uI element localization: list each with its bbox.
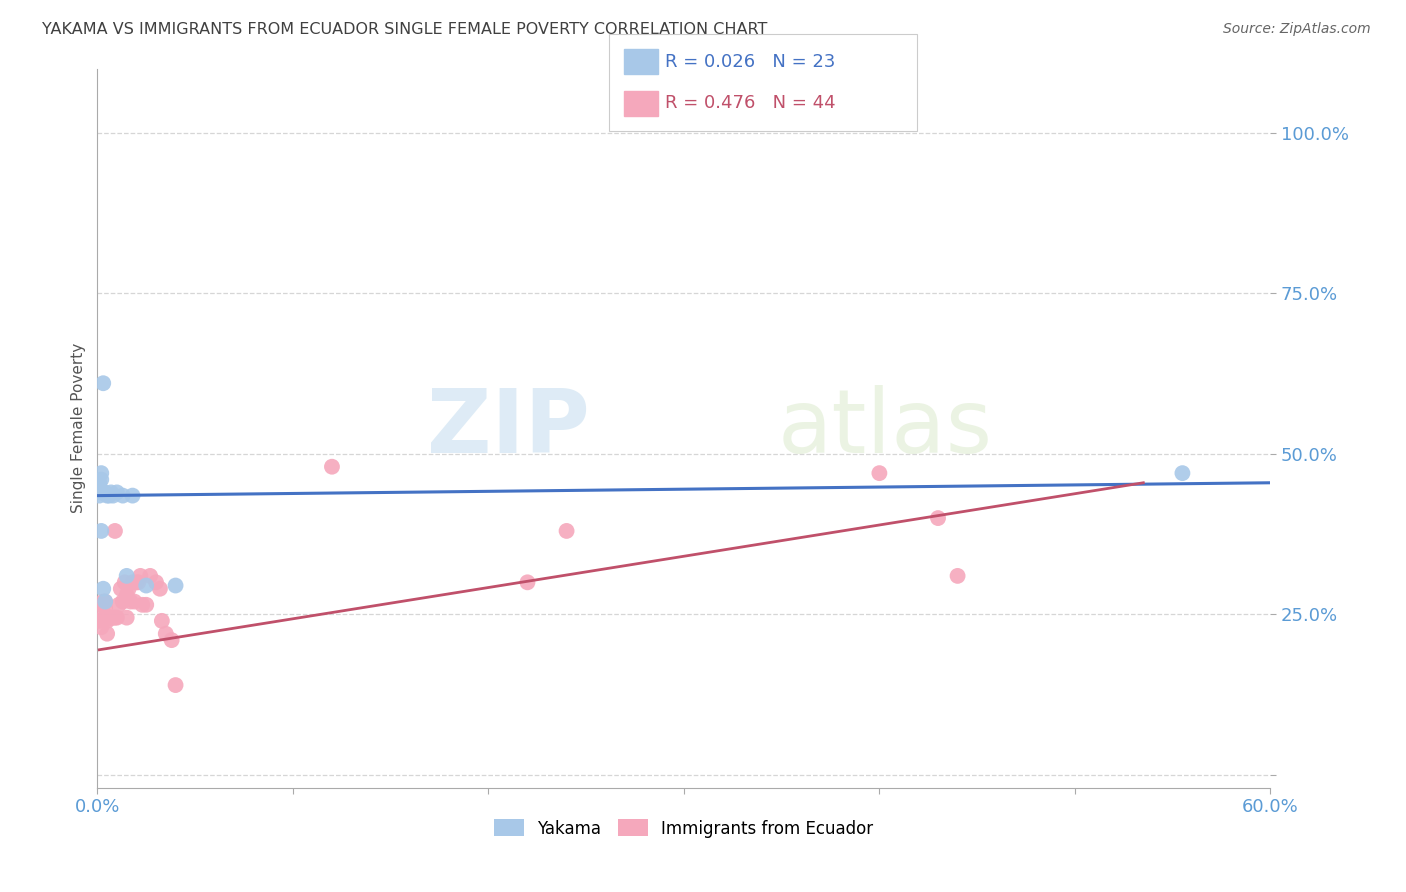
Point <box>321 459 343 474</box>
Point <box>946 569 969 583</box>
Point <box>115 588 138 602</box>
Point <box>94 485 117 500</box>
Legend: Yakama, Immigrants from Ecuador: Yakama, Immigrants from Ecuador <box>488 813 880 844</box>
Point <box>105 610 128 624</box>
Point <box>104 610 127 624</box>
Point <box>108 598 131 612</box>
Point <box>96 614 118 628</box>
Point <box>89 475 111 490</box>
Point <box>90 607 112 622</box>
Point <box>160 633 183 648</box>
Point <box>145 575 167 590</box>
Point <box>117 582 139 596</box>
Point <box>94 594 117 608</box>
Point <box>91 594 114 608</box>
Point <box>127 575 149 590</box>
Point <box>121 489 143 503</box>
Point <box>555 524 578 538</box>
Point <box>115 569 138 583</box>
Point <box>124 594 146 608</box>
Point <box>165 578 187 592</box>
Point <box>139 569 162 583</box>
Point <box>868 466 890 480</box>
Point <box>135 578 157 592</box>
Point <box>96 626 118 640</box>
Point <box>111 594 134 608</box>
Point <box>927 511 949 525</box>
Point <box>101 610 124 624</box>
Point <box>91 376 114 391</box>
Point <box>94 594 117 608</box>
Point <box>98 610 121 624</box>
Point <box>96 489 118 503</box>
Point <box>110 582 132 596</box>
Point <box>516 575 538 590</box>
Point <box>115 610 138 624</box>
Point <box>90 473 112 487</box>
Point <box>155 626 177 640</box>
Point <box>91 598 114 612</box>
Point <box>149 582 172 596</box>
Point <box>135 598 157 612</box>
Point <box>90 524 112 538</box>
Point <box>111 489 134 503</box>
Point <box>90 485 112 500</box>
Text: ZIP: ZIP <box>427 384 591 472</box>
Point <box>89 489 111 503</box>
Point <box>91 485 114 500</box>
Point <box>150 614 173 628</box>
Text: Source: ZipAtlas.com: Source: ZipAtlas.com <box>1223 22 1371 37</box>
Point <box>89 614 111 628</box>
Point <box>101 489 124 503</box>
Point <box>1171 466 1194 480</box>
Point <box>89 482 111 496</box>
Text: YAKAMA VS IMMIGRANTS FROM ECUADOR SINGLE FEMALE POVERTY CORRELATION CHART: YAKAMA VS IMMIGRANTS FROM ECUADOR SINGLE… <box>42 22 768 37</box>
Y-axis label: Single Female Poverty: Single Female Poverty <box>72 343 86 513</box>
Point <box>98 610 121 624</box>
Point <box>105 485 128 500</box>
Text: atlas: atlas <box>778 384 993 472</box>
Point <box>131 598 153 612</box>
Point <box>125 575 148 590</box>
Point <box>129 569 152 583</box>
Text: R = 0.476   N = 44: R = 0.476 N = 44 <box>665 95 835 112</box>
Point <box>91 582 114 596</box>
Point <box>114 575 136 590</box>
Text: R = 0.026   N = 23: R = 0.026 N = 23 <box>665 53 835 70</box>
Point <box>104 524 127 538</box>
Point <box>90 466 112 480</box>
Point <box>165 678 187 692</box>
Point <box>120 594 142 608</box>
Point <box>100 485 122 500</box>
Point <box>98 489 121 503</box>
Point <box>121 575 143 590</box>
Point <box>94 601 117 615</box>
Point <box>100 610 122 624</box>
Point <box>90 620 112 634</box>
